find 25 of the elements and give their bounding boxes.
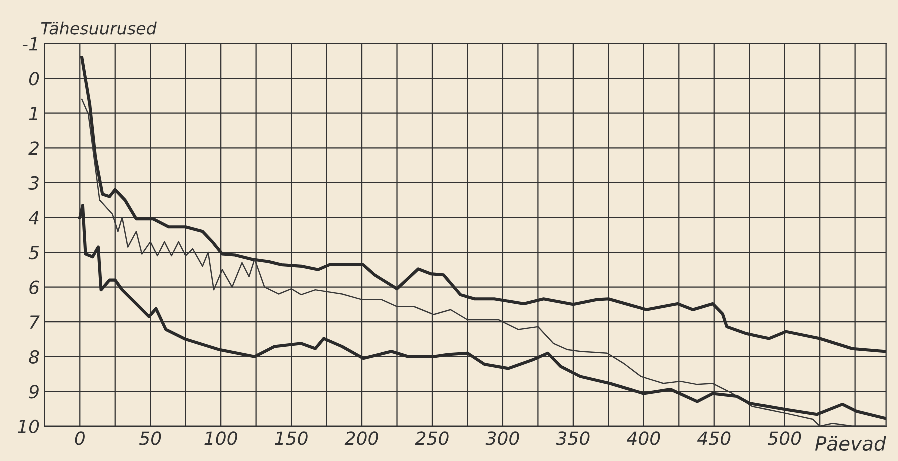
x-tick-label: 50	[139, 432, 162, 446]
x-tick-label: 300	[486, 432, 520, 446]
x-tick-label: 350	[556, 432, 590, 446]
y-tick-label: 7	[30, 316, 40, 329]
y-tick-label: 9	[29, 385, 39, 399]
x-axis-title: Päevad	[815, 436, 886, 452]
y-tick-label: 8	[29, 350, 40, 364]
y-tick-label: 3	[28, 176, 39, 190]
y-axis-title: Tähesuurused	[41, 22, 157, 35]
x-tick-label: 500	[768, 432, 802, 446]
x-tick-label: 250	[415, 432, 449, 446]
y-tick-label: 1	[29, 107, 38, 120]
x-tick-label: 400	[627, 432, 660, 446]
y-tick-label: 6	[30, 280, 40, 294]
y-tick-label: 4	[28, 211, 39, 225]
x-tick-label: 450	[697, 432, 731, 446]
x-tick-label: 100	[204, 432, 238, 446]
y-tick-label: 2	[28, 142, 39, 156]
y-tick-label: 5	[28, 246, 40, 260]
y-tick-label: 10	[18, 420, 40, 434]
x-tick-label: 200	[344, 432, 378, 446]
y-tick-label: 0	[29, 72, 40, 86]
x-tick-label: 0	[75, 432, 85, 446]
x-tick-label: 150	[275, 432, 308, 446]
y-tick-label: -1	[22, 37, 38, 51]
